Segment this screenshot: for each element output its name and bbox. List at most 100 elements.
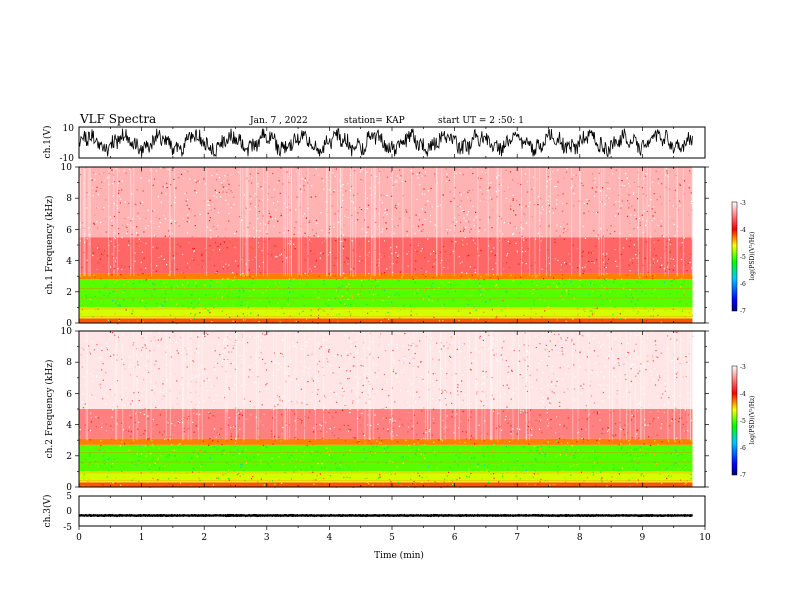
- spectral-speckle: [330, 470, 332, 472]
- spectral-speckle: [506, 406, 508, 408]
- spectral-speckle: [601, 194, 603, 196]
- spectral-speckle: [147, 343, 149, 345]
- spectral-speckle: [398, 253, 400, 255]
- spectral-speckle: [522, 465, 524, 467]
- spectral-speckle: [230, 204, 232, 206]
- spectral-speckle: [289, 291, 291, 294]
- spectral-speckle: [167, 423, 169, 425]
- spectral-speckle: [131, 291, 133, 293]
- spectral-speckle: [145, 296, 147, 299]
- ch1-spectrogram-ticks: [75, 166, 709, 324]
- spectral-speckle: [98, 432, 100, 434]
- spectral-speckle: [130, 243, 132, 245]
- spectral-speckle: [414, 249, 417, 251]
- spectral-speckle: [508, 396, 511, 398]
- spectral-speckle: [187, 199, 189, 201]
- spectral-speckle: [652, 309, 654, 311]
- spectral-speckle: [643, 210, 645, 212]
- spectral-speckle: [556, 286, 558, 288]
- spectral-speckle: [660, 257, 662, 259]
- spectral-speckle: [262, 215, 264, 217]
- spectral-speckle: [435, 252, 437, 254]
- spectral-speckle: [459, 172, 461, 174]
- spectral-speckle: [158, 447, 161, 449]
- spectral-speckle: [184, 276, 186, 278]
- spectral-speckle: [209, 245, 211, 247]
- spectral-speckle: [391, 218, 393, 220]
- spectral-speckle: [88, 227, 90, 229]
- spectral-speckle: [679, 301, 681, 303]
- spectral-speckle: [294, 437, 296, 439]
- spectral-speckle: [249, 272, 252, 274]
- spectral-speckle: [95, 190, 97, 192]
- spectral-speckle: [229, 451, 231, 453]
- spectral-speckle: [633, 350, 635, 352]
- spectral-speckle: [244, 275, 246, 277]
- spectral-speckle: [492, 343, 495, 345]
- spectral-speckle: [150, 340, 152, 342]
- spectral-speckle: [566, 168, 568, 170]
- spectral-speckle: [275, 286, 277, 288]
- spectral-speckle: [115, 297, 117, 299]
- spectral-speckle: [594, 195, 596, 197]
- spectral-speckle: [82, 227, 84, 229]
- spectral-speckle: [590, 371, 592, 373]
- spectral-speckle: [201, 344, 203, 347]
- spectral-speckle: [294, 369, 296, 372]
- spectral-speckle: [277, 485, 279, 487]
- spectral-speckle: [497, 360, 499, 362]
- spectral-speckle: [224, 347, 226, 350]
- spectral-speckle: [603, 376, 605, 379]
- spectral-speckle: [498, 425, 500, 427]
- spectral-speckle: [104, 286, 106, 288]
- spectral-speckle: [175, 460, 178, 462]
- spectral-speckle: [331, 457, 333, 459]
- spectral-speckle: [367, 347, 369, 349]
- spectral-speckle: [628, 202, 630, 205]
- spectral-speckle: [216, 448, 218, 450]
- spectral-speckle: [107, 295, 109, 297]
- spectral-speckle: [415, 449, 418, 451]
- spectral-speckle: [318, 275, 320, 277]
- spectral-speckle: [509, 418, 511, 420]
- spectral-speckle: [172, 434, 174, 436]
- spectral-speckle: [406, 253, 408, 255]
- spectral-speckle: [584, 237, 587, 239]
- spectral-speckle: [485, 203, 487, 205]
- spectral-speckle: [353, 258, 355, 260]
- spectral-speckle: [457, 390, 459, 392]
- spectral-speckle: [253, 269, 255, 271]
- spectral-speckle: [99, 449, 101, 451]
- spectral-speckle: [246, 457, 248, 459]
- spectral-speckle: [677, 358, 679, 360]
- spectral-speckle: [590, 380, 592, 383]
- spectral-speckle: [257, 314, 259, 316]
- spectral-speckle: [535, 276, 537, 278]
- spectral-speckle: [163, 282, 165, 284]
- spectral-speckle: [149, 381, 151, 383]
- spectral-speckle: [523, 473, 525, 475]
- spectral-speckle: [362, 347, 364, 349]
- spectral-speckle: [173, 302, 175, 304]
- spectral-speckle: [197, 453, 199, 455]
- spectral-speckle: [433, 316, 435, 318]
- spectral-speckle: [361, 260, 364, 262]
- spectral-speckle: [349, 174, 352, 176]
- spectral-speckle: [477, 177, 479, 179]
- spectral-speckle: [318, 430, 320, 432]
- spectral-speckle: [549, 340, 551, 342]
- spectral-speckle: [234, 276, 236, 279]
- spectral-speckle: [265, 473, 267, 475]
- spectral-speckle: [235, 407, 237, 409]
- spectral-speckle: [585, 401, 587, 403]
- spectral-speckle: [217, 245, 219, 248]
- spectral-speckle: [677, 371, 679, 374]
- spectral-speckle: [435, 259, 437, 261]
- spectral-speckle: [381, 231, 383, 233]
- spectral-speckle: [410, 310, 412, 312]
- spectral-speckle: [98, 295, 100, 297]
- spectral-speckle: [475, 223, 477, 225]
- spectral-speckle: [325, 451, 327, 453]
- spectral-speckle: [581, 417, 583, 419]
- spectral-speckle: [559, 424, 561, 426]
